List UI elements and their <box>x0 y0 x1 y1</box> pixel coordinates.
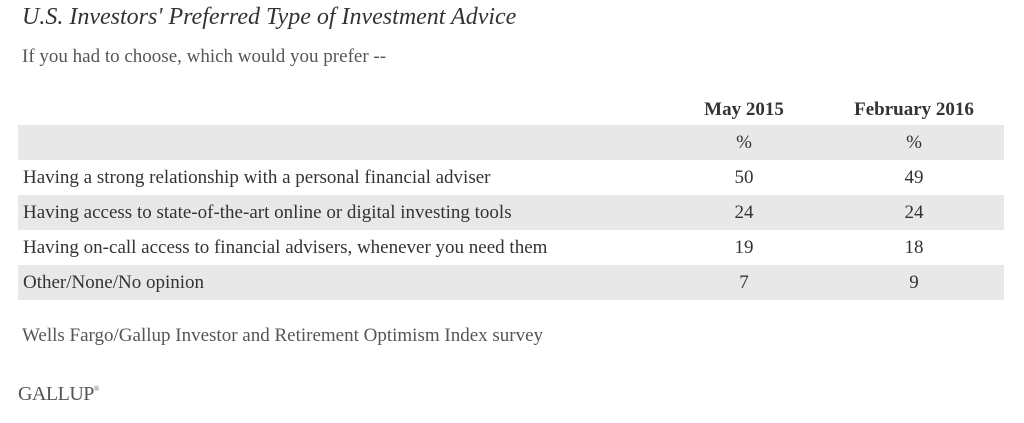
row-label: Having access to state-of-the-art online… <box>23 201 512 223</box>
gallup-logo: GALLUP® <box>18 383 99 406</box>
row-label: Having a strong relationship with a pers… <box>23 166 491 188</box>
table-row: Having on-call access to financial advis… <box>18 230 1004 265</box>
row-value-may-2015: 19 <box>734 236 754 258</box>
table-row: Having access to state-of-the-art online… <box>18 195 1004 230</box>
registered-mark: ® <box>93 385 99 393</box>
table-header-row: May 2015 February 2016 <box>18 88 1004 125</box>
row-label: Having on-call access to financial advis… <box>23 236 548 258</box>
table-row: Having a strong relationship with a pers… <box>18 160 1004 195</box>
row-value-february-2016: 24 <box>904 201 924 223</box>
gallup-logo-text: GALLUP <box>18 383 94 405</box>
table-unit-row: % % <box>18 125 1004 160</box>
row-value-may-2015: 7 <box>739 271 749 293</box>
row-value-february-2016: 18 <box>904 236 924 258</box>
chart-title: U.S. Investors' Preferred Type of Invest… <box>22 4 517 30</box>
row-label: Other/None/No opinion <box>23 271 205 293</box>
unit-label: % <box>906 131 922 153</box>
column-header-february-2016: February 2016 <box>854 99 974 120</box>
row-value-february-2016: 49 <box>904 166 924 188</box>
row-value-february-2016: 9 <box>909 271 919 293</box>
row-value-may-2015: 50 <box>734 166 754 188</box>
chart-subtitle: If you had to choose, which would you pr… <box>22 46 387 67</box>
source-note: Wells Fargo/Gallup Investor and Retireme… <box>22 325 544 346</box>
row-value-may-2015: 24 <box>734 201 754 223</box>
unit-label: % <box>736 131 752 153</box>
results-table: May 2015 February 2016 % % Having a stro… <box>18 88 1004 300</box>
table-row: Other/None/No opinion 7 9 <box>18 265 1004 300</box>
column-header-may-2015: May 2015 <box>704 99 784 120</box>
